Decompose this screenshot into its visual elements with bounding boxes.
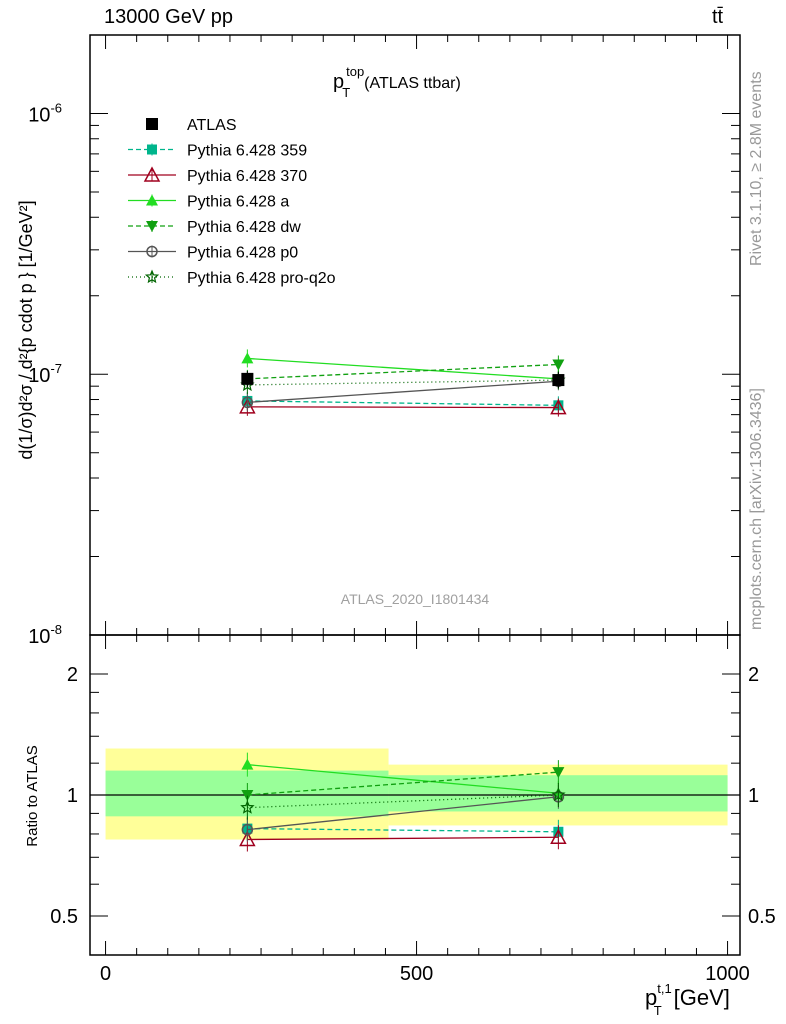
ratio-line (247, 771, 559, 796)
legend-label: Pythia 6.428 p0 (187, 245, 298, 262)
ratio-point (551, 787, 566, 802)
legend-label: Pythia 6.428 a (187, 194, 289, 211)
legend-label: Pythia 6.428 dw (187, 219, 301, 236)
x-tick-label: 0 (100, 963, 111, 985)
data-point (241, 372, 254, 385)
ratio-tick-label: 2 (67, 664, 78, 686)
ratio-tick-label-right: 0.5 (748, 906, 776, 928)
ratio-point (241, 823, 254, 836)
rivet-label: Rivet 3.1.10, ≥ 2.8M events (748, 71, 765, 266)
series-line (247, 406, 559, 409)
ratio-point (239, 830, 256, 847)
header-left: 13000 GeV pp (104, 6, 233, 28)
legend-marker (146, 118, 158, 130)
series-2 (241, 349, 565, 806)
ratio-line (247, 796, 559, 831)
series-line (247, 357, 559, 380)
ratio-point (241, 758, 254, 770)
series-point (241, 396, 254, 409)
ratio-tick-label-right: 1 (748, 785, 759, 807)
y-axis-label-group: d(1/σ)d²σ / d²{p cdot p } [1/GeV²] (16, 200, 36, 459)
series-3 (241, 355, 565, 807)
legend-marker (147, 144, 157, 155)
ratio-line (247, 763, 559, 794)
ratio-tick-label: 0.5 (50, 906, 78, 928)
series-line (247, 363, 559, 380)
legend-marker (144, 269, 160, 284)
legend-marker (146, 194, 158, 206)
x-axis-label: pt,1 T[GeV] (645, 981, 730, 1018)
y-tick-label: 10-8 (28, 622, 62, 648)
series-line (247, 400, 559, 406)
ratio-tick-label-right: 2 (748, 664, 759, 686)
ratio-point (550, 828, 567, 845)
legend-label: Pythia 6.428 pro-q2o (187, 270, 336, 287)
ratio-line (247, 836, 559, 841)
legend-label: Pythia 6.428 359 (187, 143, 307, 160)
legend-label: Pythia 6.428 370 (187, 168, 307, 185)
ratio-line (247, 827, 559, 833)
y-tick-label: 10-6 (28, 100, 62, 126)
series-point (552, 359, 565, 371)
chart-title: p top T(ATLAS ttbar) (333, 64, 461, 100)
legend-marker (143, 166, 161, 182)
ratio-point (552, 767, 565, 779)
ratio-axis-label-group: Ratio to ATLAS (24, 745, 41, 846)
legend-label: ATLAS (187, 117, 237, 134)
series-point (550, 399, 567, 415)
x-tick-label: 500 (400, 963, 433, 985)
series-line (247, 380, 559, 404)
legend-marker (146, 221, 158, 232)
ratio-tick-label: 1 (67, 785, 78, 807)
x-tick-label: 1000 (705, 963, 750, 985)
watermark: ATLAS_2020_I1801434 (341, 591, 490, 607)
header-right: tt̄ (712, 6, 724, 28)
ratio-point (240, 800, 255, 814)
legend-marker (146, 245, 158, 258)
y-axis-label: d(1/σ)d²σ / d²{p cdot p } [1/GeV²] (16, 200, 36, 459)
data-point (552, 374, 565, 387)
ratio-point (241, 790, 254, 801)
mcplots-label: mcplots.cern.ch [arXiv:1306.3436] (748, 388, 765, 630)
series-point (241, 352, 254, 364)
ratio-axis-label: Ratio to ATLAS (24, 745, 41, 846)
